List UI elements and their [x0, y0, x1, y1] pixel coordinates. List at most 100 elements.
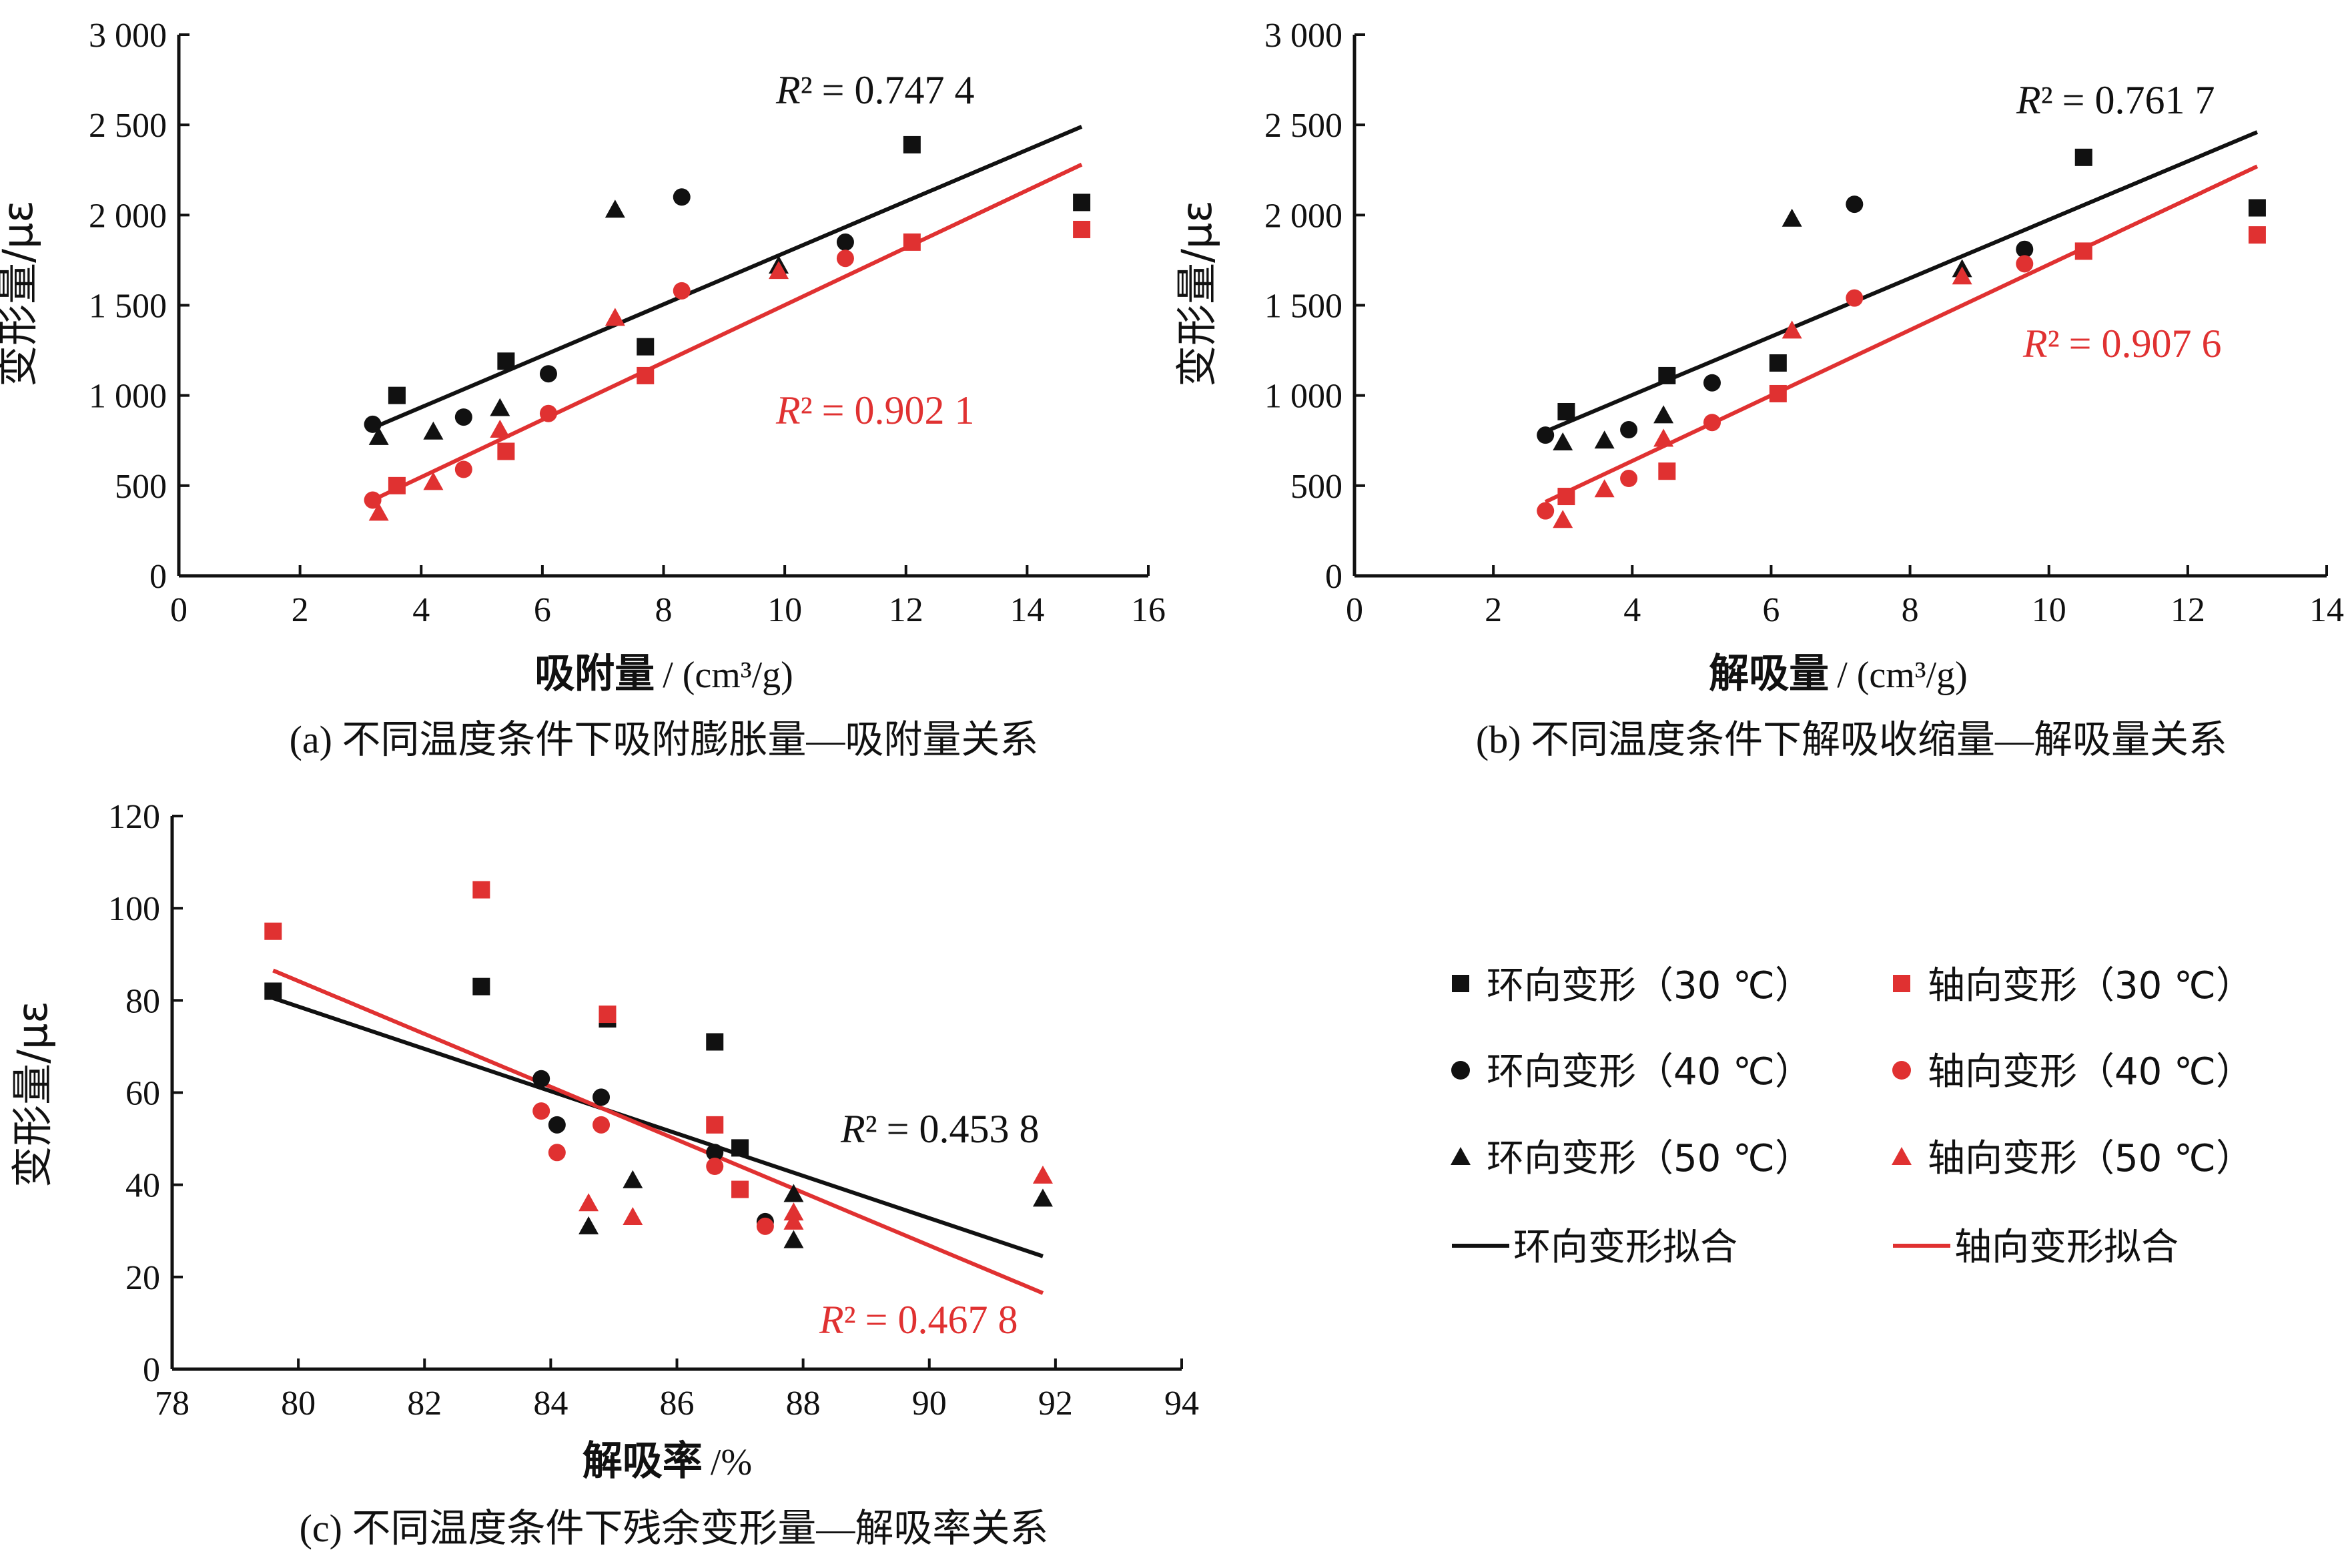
- x-tick-label: 10: [2032, 591, 2066, 629]
- axial-circle-point: [548, 1144, 566, 1162]
- axial-circle-point: [539, 404, 557, 422]
- axial-triangle-point: [1952, 266, 1972, 285]
- panel-c-y-axis-label: 变形量/με: [8, 1001, 57, 1188]
- panel-a-r2-axial-exp: ²: [801, 388, 813, 432]
- circumferential-square-point: [2074, 148, 2092, 166]
- panel-b-r2-axial-symbol: R: [2022, 322, 2048, 366]
- legend-item-axial-40: 轴向变形（40 ℃）: [1892, 1050, 2253, 1094]
- panel-b-r2-circumferential: R² = 0.761 7: [2016, 78, 2215, 122]
- circumferential-triangle-point: [423, 421, 444, 440]
- y-tick-label: 20: [125, 1259, 160, 1297]
- panel-c-r2-circ-value: = 0.453 8: [887, 1107, 1040, 1151]
- axial-triangle-point: [578, 1193, 599, 1212]
- circumferential-circle-point: [1846, 195, 1864, 214]
- panel-a-r2-circ-exp: ²: [801, 68, 813, 112]
- panel-b-r2-axial-value: = 0.907 6: [2069, 322, 2222, 366]
- panel-c-y-ticks: 0 20 40 60 80 100 120: [108, 798, 183, 1389]
- y-tick-label: 0: [143, 1351, 160, 1389]
- axial-square-point: [2248, 226, 2266, 244]
- axial-triangle-point: [605, 308, 625, 326]
- circumferential-triangle-point: [1782, 208, 1802, 227]
- circumferential-circle-point: [532, 1070, 550, 1088]
- axial-circle-point: [1620, 470, 1638, 488]
- circumferential-triangle-point: [623, 1170, 643, 1188]
- circumferential-circle-point: [1620, 421, 1638, 439]
- y-tick-label: 100: [108, 890, 160, 928]
- x-tick-label: 2: [1485, 591, 1502, 629]
- y-tick-label: 2 000: [1264, 197, 1342, 235]
- legend-marker-red-square: [1893, 975, 1910, 992]
- panel-b: 0 500 1 000 1 500 2 000 2 500 3 000 0 2 4 6 8 10 12 1…: [1172, 17, 2344, 761]
- panel-c: 0 20 40 60 80 100 120 78 80 82 84 86 88 90 92 94 变形量/μ…: [8, 798, 1199, 1550]
- circumferential-square-point: [637, 338, 655, 356]
- x-tick-label: 90: [912, 1385, 947, 1423]
- panel-b-r2-circ-symbol: R: [2016, 78, 2041, 122]
- legend-item-circ-50: 环向变形（50 ℃）: [1451, 1137, 1812, 1180]
- axial-triangle-point: [1782, 320, 1802, 339]
- axial-circle-point: [593, 1116, 611, 1134]
- panel-b-r2-axial-exp: ²: [2048, 322, 2060, 366]
- axial-circle-point: [836, 250, 854, 268]
- panel-a-y-axis-label: 变形量/με: [0, 200, 42, 387]
- axial-triangle-point: [368, 502, 389, 521]
- panel-b-marks: [1537, 130, 2266, 528]
- panel-c-r2-axial: R² = 0.467 8: [819, 1298, 1018, 1342]
- axial-circle-point: [364, 491, 382, 509]
- panel-a-marks: [364, 125, 1091, 521]
- circumferential-square-point: [472, 977, 490, 996]
- panel-c-r2-circumferential: R² = 0.453 8: [840, 1107, 1040, 1151]
- axial-square-point: [1769, 384, 1787, 402]
- panel-c-x-ticks: 78 80 82 84 86 88 90 92 94: [155, 1358, 1199, 1423]
- legend-label: 环向变形（40 ℃）: [1487, 1050, 1812, 1094]
- axial-triangle-point: [1653, 428, 1674, 447]
- panel-a-x-axis-label: 吸附量 / (cm³/g): [534, 651, 793, 697]
- circumferential-triangle-point: [1032, 1188, 1053, 1207]
- axial-square-point: [637, 366, 655, 384]
- axial-triangle-point: [769, 261, 789, 280]
- x-tick-label: 82: [407, 1385, 442, 1423]
- panel-a-x-label-unit: / (cm³/g): [663, 655, 793, 696]
- axial-triangle-point: [783, 1211, 804, 1230]
- circumferential-square-point: [388, 386, 406, 404]
- circumferential-fit-line: [372, 125, 1083, 430]
- y-tick-label: 3 000: [89, 17, 167, 55]
- y-tick-label: 0: [149, 558, 167, 596]
- panel-a-r2-circ-symbol: R: [775, 68, 801, 112]
- legend-label: 轴向变形（50 ℃）: [1928, 1137, 2253, 1180]
- y-tick-label: 1 000: [1264, 378, 1342, 416]
- axial-circle-point: [1846, 289, 1864, 307]
- x-tick-label: 14: [2309, 591, 2344, 629]
- axial-circle-point: [1703, 414, 1721, 432]
- y-tick-label: 120: [108, 798, 160, 836]
- circumferential-circle-point: [364, 415, 382, 433]
- axial-square-point: [706, 1116, 724, 1134]
- panel-c-r2-circ-exp: ²: [865, 1107, 877, 1151]
- x-tick-label: 14: [1010, 591, 1044, 629]
- axial-circle-point: [532, 1102, 550, 1120]
- axial-square-point: [1557, 488, 1575, 506]
- panel-b-x-ticks: 0 2 4 6 8 10 12 14: [1346, 565, 2344, 629]
- panel-a-r2-axial: R² = 0.902 1: [775, 388, 975, 432]
- circumferential-circle-point: [1537, 426, 1555, 444]
- panel-b-r2-axial: R² = 0.907 6: [2022, 322, 2222, 366]
- panel-b-x-label-name: 解吸量: [1709, 651, 1829, 697]
- circumferential-triangle-point: [1653, 405, 1674, 424]
- panel-b-x-axis-label: 解吸量 / (cm³/g): [1709, 651, 1968, 697]
- axial-circle-point: [454, 460, 472, 478]
- circumferential-square-point: [1769, 354, 1787, 372]
- axial-square-point: [1073, 220, 1091, 238]
- x-tick-label: 4: [1623, 591, 1641, 629]
- panel-b-caption: (b) 不同温度条件下解吸收缩量—解吸量关系: [1476, 718, 2227, 761]
- circumferential-square-point: [1073, 193, 1091, 212]
- x-tick-label: 10: [767, 591, 802, 629]
- y-tick-label: 80: [125, 982, 160, 1020]
- y-tick-label: 1 500: [1264, 288, 1342, 326]
- y-tick-label: 2 000: [89, 197, 167, 235]
- legend: 环向变形（30 ℃） 轴向变形（30 ℃） 环向变形（40 ℃） 轴向变形（40…: [1451, 964, 2253, 1269]
- panel-c-marks: [264, 881, 1053, 1295]
- panel-a-r2-axial-value: = 0.902 1: [822, 388, 975, 432]
- legend-item-axial-30: 轴向变形（30 ℃）: [1893, 964, 2253, 1008]
- circumferential-circle-point: [706, 1144, 724, 1162]
- legend-label: 环向变形（50 ℃）: [1487, 1137, 1812, 1180]
- circumferential-square-point: [731, 1139, 749, 1157]
